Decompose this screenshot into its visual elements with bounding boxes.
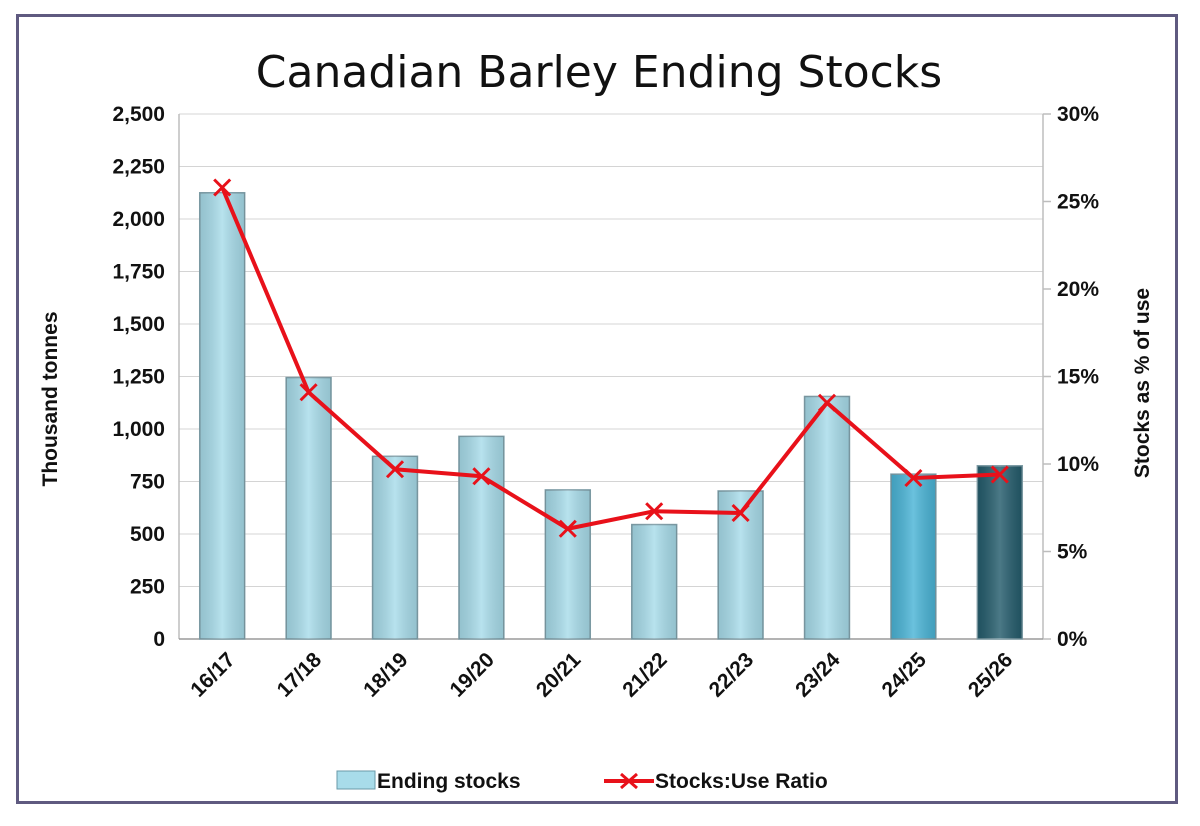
x-tick-label: 25/26 <box>964 648 1017 701</box>
chart-title: Canadian Barley Ending Stocks <box>256 47 942 98</box>
y2-axis-label: Stocks as % of use <box>1131 288 1154 478</box>
x-tick-label: 19/20 <box>446 648 499 701</box>
y2-tick-label: 20% <box>1057 278 1099 301</box>
y2-tick-label: 0% <box>1057 628 1088 651</box>
ratio-point <box>558 519 577 538</box>
ratio-point <box>817 393 837 412</box>
y-axis-ticks: 0 250 500 750 1,000 1,250 1,500 1,750 2,000 2,250… <box>112 103 165 651</box>
ratio-point <box>213 178 232 197</box>
legend-marker-x-icon <box>620 772 638 790</box>
legend-label-ending-stocks: Ending stocks <box>377 770 521 793</box>
bar-shading <box>718 490 764 639</box>
y-tick-label: 500 <box>130 523 165 546</box>
y-tick-label: 1,000 <box>112 418 165 441</box>
x-tick-label: 16/17 <box>186 648 239 701</box>
legend: Ending stocks Stocks:Use Ratio <box>336 770 828 793</box>
y2-tick-label: 25% <box>1057 191 1099 214</box>
y-tick-label: 2,500 <box>112 103 165 126</box>
y-tick-label: 250 <box>130 576 165 599</box>
bar-shading <box>631 524 677 639</box>
legend-swatch-ending-stocks <box>336 770 376 790</box>
bar-shading <box>286 377 332 639</box>
bars <box>198 192 1024 640</box>
x-tick-label: 18/19 <box>359 648 412 701</box>
ratio-point <box>990 465 1009 484</box>
x-tick-label: 21/22 <box>618 648 671 701</box>
bar-shading <box>804 396 850 639</box>
y2-tick-label: 30% <box>1057 103 1099 126</box>
y2-axis-ticks: 0% 5% 10% 15% 20% 25% 30% <box>1043 103 1099 651</box>
y2-tick-label: 15% <box>1057 366 1099 389</box>
y-tick-label: 2,250 <box>112 156 165 179</box>
y-tick-label: 0 <box>153 628 165 651</box>
ratio-point <box>645 502 664 521</box>
y2-tick-label: 10% <box>1057 453 1099 476</box>
bar-shading <box>545 489 591 639</box>
y-axis-label: Thousand tonnes <box>39 312 62 487</box>
bar-shading <box>372 456 418 639</box>
x-tick-label: 20/21 <box>532 648 586 702</box>
x-tick-label: 23/24 <box>791 648 845 702</box>
ratio-point <box>472 467 491 486</box>
ratio-point <box>385 460 405 479</box>
y2-tick-label: 5% <box>1057 541 1088 564</box>
ratio-point <box>731 503 750 523</box>
bar-shading <box>458 436 504 639</box>
ratio-point <box>904 468 923 488</box>
y-tick-label: 1,250 <box>112 366 165 389</box>
legend-label-stocks-use-ratio: Stocks:Use Ratio <box>655 770 828 793</box>
y-tick-label: 2,000 <box>112 208 165 231</box>
y-tick-label: 1,500 <box>112 313 165 336</box>
bar-shading <box>199 192 245 639</box>
x-tick-label: 24/25 <box>878 648 932 702</box>
ratio-line-layer <box>213 178 1009 538</box>
ratio-point <box>299 383 318 402</box>
x-tick-label: 17/18 <box>273 648 327 702</box>
chart-frame: Canadian Barley Ending Stocks 0 250 500 750… <box>16 14 1178 804</box>
x-axis-ticks: 16/17 17/18 18/19 19/20 20/21 21/22 22/23 23/24… <box>186 648 1017 702</box>
y-tick-label: 750 <box>130 471 165 494</box>
x-tick-label: 22/23 <box>705 648 758 701</box>
y-tick-label: 1,750 <box>112 261 165 284</box>
bar-shading <box>977 465 1023 639</box>
chart: Canadian Barley Ending Stocks 0 250 500 750… <box>39 47 1154 793</box>
bar-shading <box>890 474 936 639</box>
ratio-line <box>220 186 1000 531</box>
